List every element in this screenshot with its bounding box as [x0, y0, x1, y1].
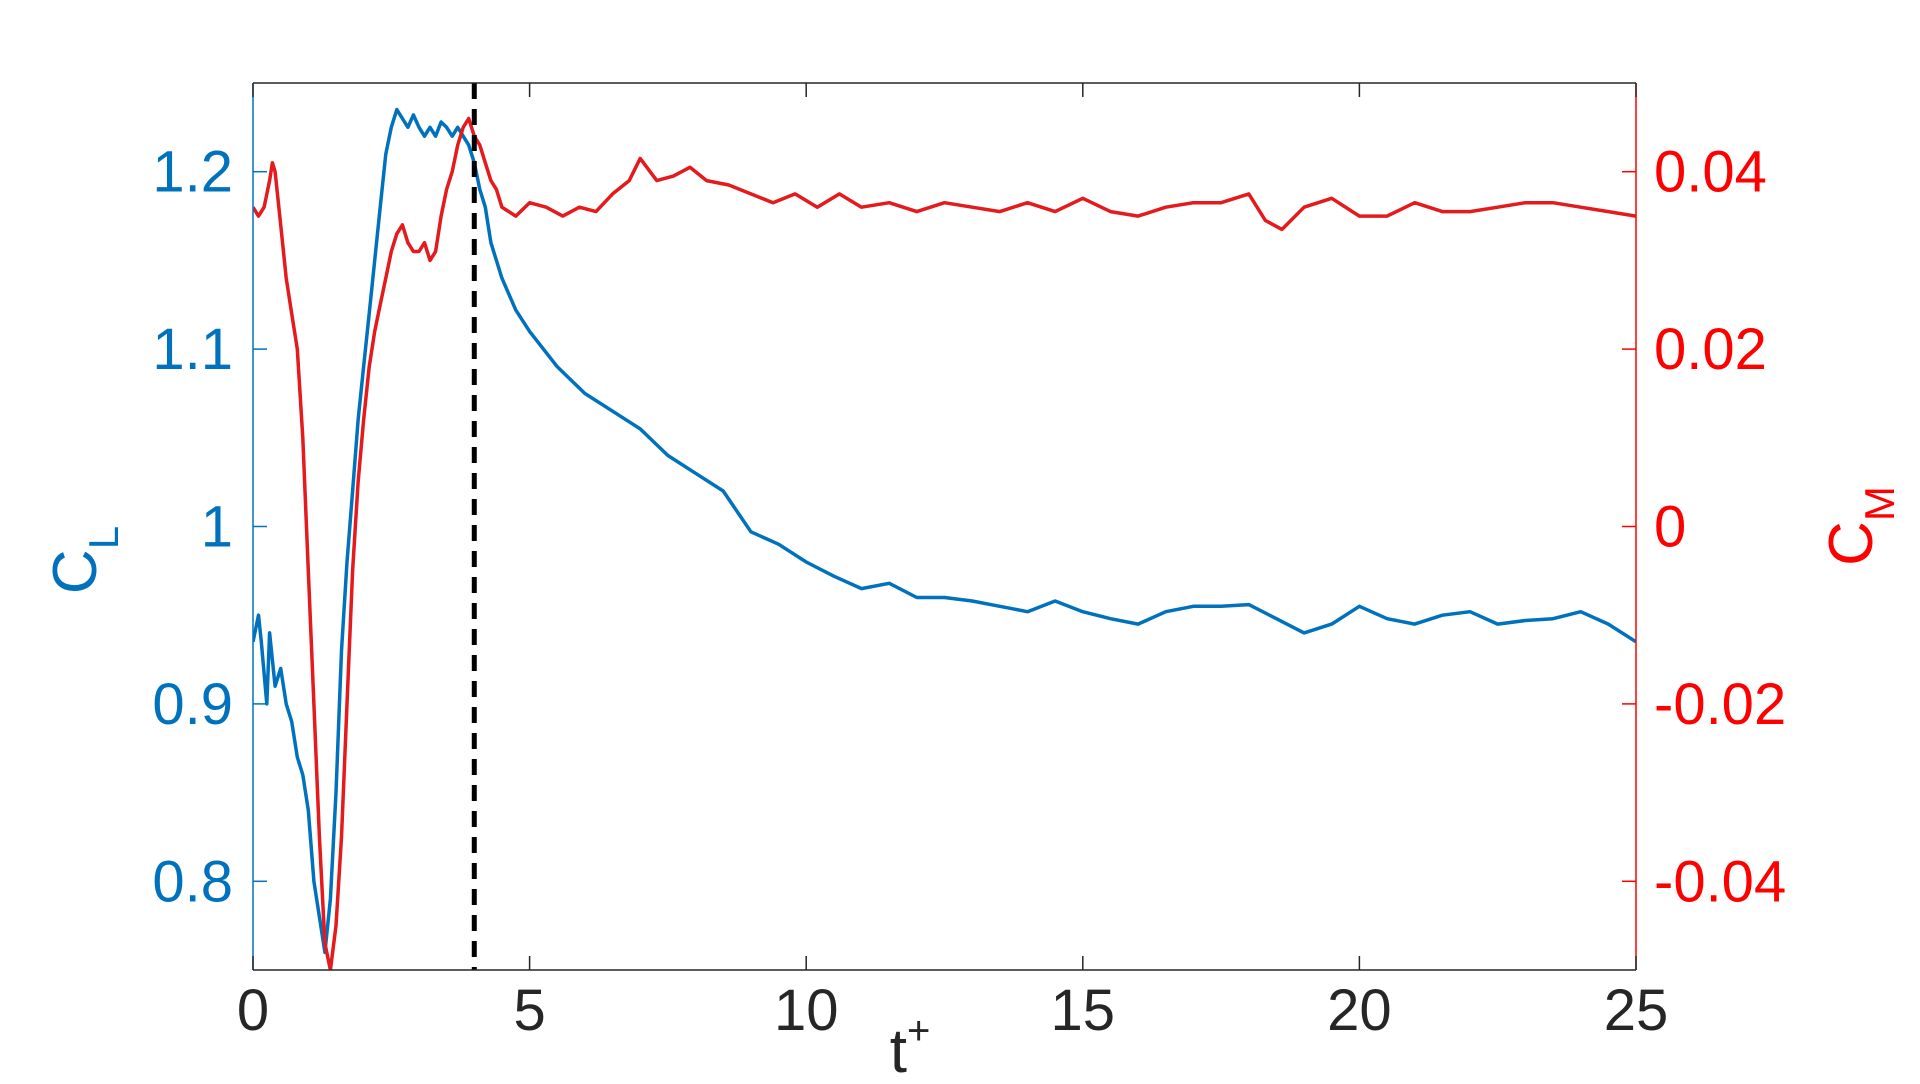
y-right-tick-label: -0.04	[1654, 849, 1786, 914]
y-axis-right-label: CM	[1817, 486, 1903, 566]
y-right-tick-label: 0.02	[1654, 317, 1767, 382]
y-axis-left-label-group: CL	[41, 526, 127, 594]
y-right-tick-label: -0.02	[1654, 672, 1786, 737]
y-axis-right-label-base: C	[1817, 521, 1886, 566]
y-left-tick-label: 1.1	[152, 317, 233, 382]
x-axis-label-base: t	[890, 1017, 907, 1084]
y-right-tick-label: 0.04	[1654, 140, 1767, 205]
series-layer	[253, 83, 1636, 970]
x-tick-label: 10	[774, 978, 839, 1043]
y-axis-left-label-base: C	[41, 549, 110, 594]
series-line-cm	[253, 116, 1636, 970]
y-left-tick-label: 1	[201, 495, 233, 560]
x-tick-label: 5	[513, 978, 545, 1043]
y-left-tick-label: 1.2	[152, 140, 233, 205]
y-left-tick-label: 0.9	[152, 672, 233, 737]
x-axis-label-sup: +	[907, 1009, 930, 1053]
y-axis-left-label: CL	[41, 526, 127, 594]
y-right-tick-label: 0	[1654, 495, 1686, 560]
y-axis-right-label-group: CM	[1817, 486, 1903, 566]
x-tick-label: 25	[1604, 978, 1669, 1043]
x-tick-label: 0	[237, 978, 269, 1043]
y-axis-left-label-sub: L	[80, 526, 127, 549]
x-axis-label: t+	[890, 1009, 931, 1084]
x-tick-label: 20	[1327, 978, 1392, 1043]
series-line-cl	[253, 107, 1636, 955]
ticks-layer: 0 5 10 15 20 25 0.8 0.9 1 1.1 1.2 -0.04 -0.02 0 0.02 0.…	[152, 83, 1786, 1043]
y-left-tick-label: 0.8	[152, 849, 233, 914]
y-axis-right-label-sub: M	[1856, 486, 1903, 521]
x-tick-label: 15	[1051, 978, 1116, 1043]
